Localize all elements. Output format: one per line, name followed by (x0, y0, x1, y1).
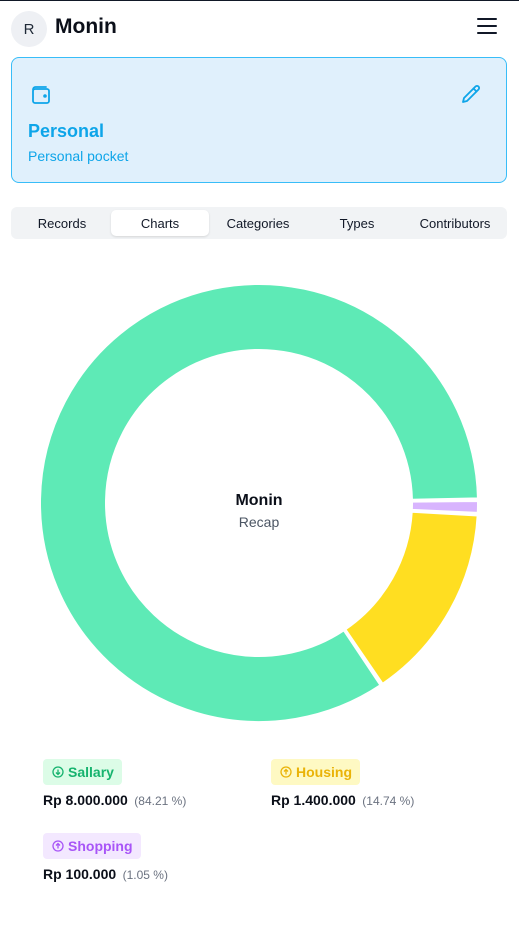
legend-percent: (14.74 %) (362, 794, 415, 808)
pocket-description: Personal pocket (28, 148, 129, 164)
legend-item-sallary[interactable]: Sallary Rp 8.000.000 (84.21 %) (43, 759, 186, 810)
tab-bar: Records Charts Categories Types Contribu… (11, 207, 507, 239)
legend-badge: Shopping (43, 833, 141, 859)
legend-label: Shopping (68, 838, 133, 854)
legend-amount: Rp 8.000.000 (43, 792, 128, 808)
top-border (0, 0, 519, 1)
tab-categories[interactable]: Categories (226, 215, 290, 231)
tab-charts[interactable]: Charts (111, 210, 209, 236)
donut-slice-housing[interactable] (344, 510, 479, 685)
arrow-down-circle-icon (52, 766, 64, 778)
legend-percent: (1.05 %) (122, 868, 168, 882)
chart-center-title: Monin (235, 492, 283, 509)
legend-amount: Rp 1.400.000 (271, 792, 356, 808)
tab-records[interactable]: Records (37, 215, 87, 231)
wallet-icon (32, 86, 50, 104)
pencil-icon[interactable] (459, 83, 483, 107)
avatar[interactable]: R (11, 11, 47, 47)
legend-label: Housing (296, 764, 352, 780)
arrow-up-circle-icon (280, 766, 292, 778)
legend-badge: Sallary (43, 759, 122, 785)
pocket-card: Personal Personal pocket (11, 57, 507, 183)
donut-slice-shopping[interactable] (410, 500, 479, 514)
legend-percent: (84.21 %) (134, 794, 187, 808)
donut-slice-sallary[interactable] (39, 283, 479, 723)
app-title: Monin (55, 15, 117, 38)
legend-item-housing[interactable]: Housing Rp 1.400.000 (14.74 %) (271, 759, 414, 810)
arrow-up-circle-icon (52, 840, 64, 852)
app-header: R Monin (0, 1, 519, 55)
tab-types[interactable]: Types (339, 215, 375, 231)
chart-center-subtitle: Recap (238, 514, 280, 530)
tab-contributors[interactable]: Contributors (419, 215, 491, 231)
legend-label: Sallary (68, 764, 114, 780)
legend-amount: Rp 100.000 (43, 866, 117, 882)
hamburger-menu-icon[interactable] (476, 18, 498, 40)
legend-item-shopping[interactable]: Shopping Rp 100.000 (1.05 %) (43, 833, 168, 884)
legend-badge: Housing (271, 759, 360, 785)
pocket-name: Personal (28, 121, 105, 141)
